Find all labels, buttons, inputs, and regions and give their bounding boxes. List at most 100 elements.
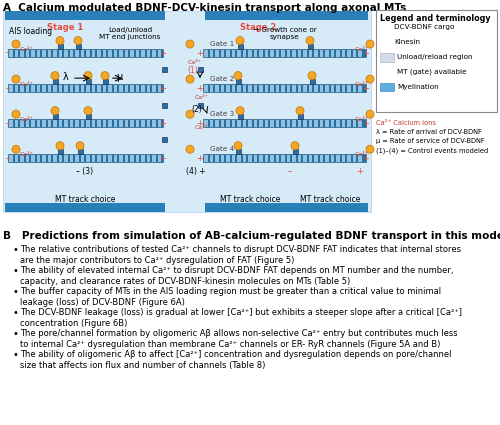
Bar	[215, 120, 218, 127]
Bar	[53, 85, 56, 92]
Circle shape	[56, 142, 64, 150]
Bar	[58, 149, 62, 154]
Bar	[347, 85, 350, 92]
Bar	[5, 11, 165, 20]
Bar	[146, 120, 150, 127]
Bar	[242, 50, 246, 57]
Bar	[342, 50, 345, 57]
Text: (1)–(4) = Control events modeled: (1)–(4) = Control events modeled	[376, 147, 488, 154]
Bar	[342, 120, 345, 127]
Bar	[204, 85, 208, 92]
Text: MT (gate) available: MT (gate) available	[397, 69, 466, 75]
Text: Gate 1: Gate 1	[210, 41, 234, 47]
Bar	[292, 155, 296, 162]
Bar	[14, 50, 18, 57]
Bar	[80, 85, 84, 92]
Text: The ability of oligomeric Aβ to affect [Ca²⁺] concentration and dysregulation de: The ability of oligomeric Aβ to affect […	[20, 350, 452, 371]
Text: Ca²⁺: Ca²⁺	[20, 47, 34, 51]
Bar	[237, 155, 240, 162]
Text: Ca²⁺: Ca²⁺	[355, 152, 369, 157]
Bar	[281, 155, 284, 162]
Bar	[162, 137, 166, 142]
Bar	[20, 155, 24, 162]
Bar	[108, 85, 112, 92]
Text: +: +	[160, 48, 166, 58]
Bar	[270, 155, 274, 162]
Bar	[78, 149, 82, 154]
Bar	[53, 155, 56, 162]
Circle shape	[84, 72, 92, 79]
Text: Stage 1: Stage 1	[47, 23, 83, 32]
Circle shape	[186, 40, 194, 48]
Bar	[226, 85, 230, 92]
Text: +: +	[362, 154, 370, 163]
Bar	[232, 85, 235, 92]
Bar	[42, 120, 45, 127]
Bar	[48, 85, 51, 92]
Bar	[210, 120, 213, 127]
Bar	[220, 85, 224, 92]
Bar	[31, 120, 34, 127]
Bar	[320, 155, 323, 162]
Text: Gate 4: Gate 4	[210, 146, 234, 152]
Text: AIS loading: AIS loading	[9, 27, 52, 36]
Bar	[31, 85, 34, 92]
Bar	[70, 155, 73, 162]
Bar	[376, 10, 497, 112]
Bar	[53, 50, 56, 57]
Bar	[303, 85, 306, 92]
Bar	[158, 120, 161, 127]
Bar	[215, 155, 218, 162]
Text: –: –	[6, 154, 10, 163]
Bar	[303, 155, 306, 162]
Circle shape	[291, 142, 299, 150]
Bar	[124, 120, 128, 127]
Bar	[42, 155, 45, 162]
Bar	[298, 120, 301, 127]
Bar	[352, 120, 356, 127]
Bar	[336, 155, 340, 162]
Bar	[286, 155, 290, 162]
Bar	[97, 50, 100, 57]
Text: •: •	[12, 245, 18, 255]
Bar	[14, 155, 18, 162]
Bar	[119, 120, 122, 127]
Bar	[64, 85, 68, 92]
Circle shape	[84, 107, 92, 115]
Bar	[205, 11, 368, 20]
Bar	[20, 50, 24, 57]
Circle shape	[56, 37, 64, 45]
Bar	[52, 79, 58, 84]
Bar	[336, 120, 340, 127]
Circle shape	[236, 37, 244, 45]
Text: Ca²⁺: Ca²⁺	[195, 125, 209, 130]
Bar	[9, 155, 13, 162]
Bar	[97, 85, 100, 92]
Bar	[48, 50, 51, 57]
Bar	[64, 120, 68, 127]
Text: The buffer capacity of MTs in the AIS loading region must be greater than a crit: The buffer capacity of MTs in the AIS lo…	[20, 287, 441, 307]
Text: Gate 3: Gate 3	[210, 111, 234, 117]
Bar	[31, 155, 34, 162]
Bar	[58, 50, 62, 57]
Bar	[198, 67, 202, 72]
Bar	[92, 155, 95, 162]
Bar	[92, 85, 95, 92]
Bar	[286, 85, 290, 92]
Text: Load/unload
MT end junctions: Load/unload MT end junctions	[100, 27, 160, 40]
Bar	[270, 50, 274, 57]
Bar	[119, 155, 122, 162]
Bar	[330, 85, 334, 92]
Text: •: •	[12, 309, 18, 318]
Circle shape	[74, 37, 82, 45]
Text: +: +	[160, 119, 166, 128]
Bar	[64, 155, 68, 162]
Bar	[75, 85, 78, 92]
Circle shape	[234, 142, 242, 150]
Circle shape	[51, 107, 59, 115]
Bar	[232, 50, 235, 57]
Text: –: –	[6, 84, 10, 93]
Text: → Growth cone or
synapse: → Growth cone or synapse	[253, 27, 317, 40]
Text: Gate 2: Gate 2	[210, 76, 234, 82]
Bar	[20, 85, 24, 92]
